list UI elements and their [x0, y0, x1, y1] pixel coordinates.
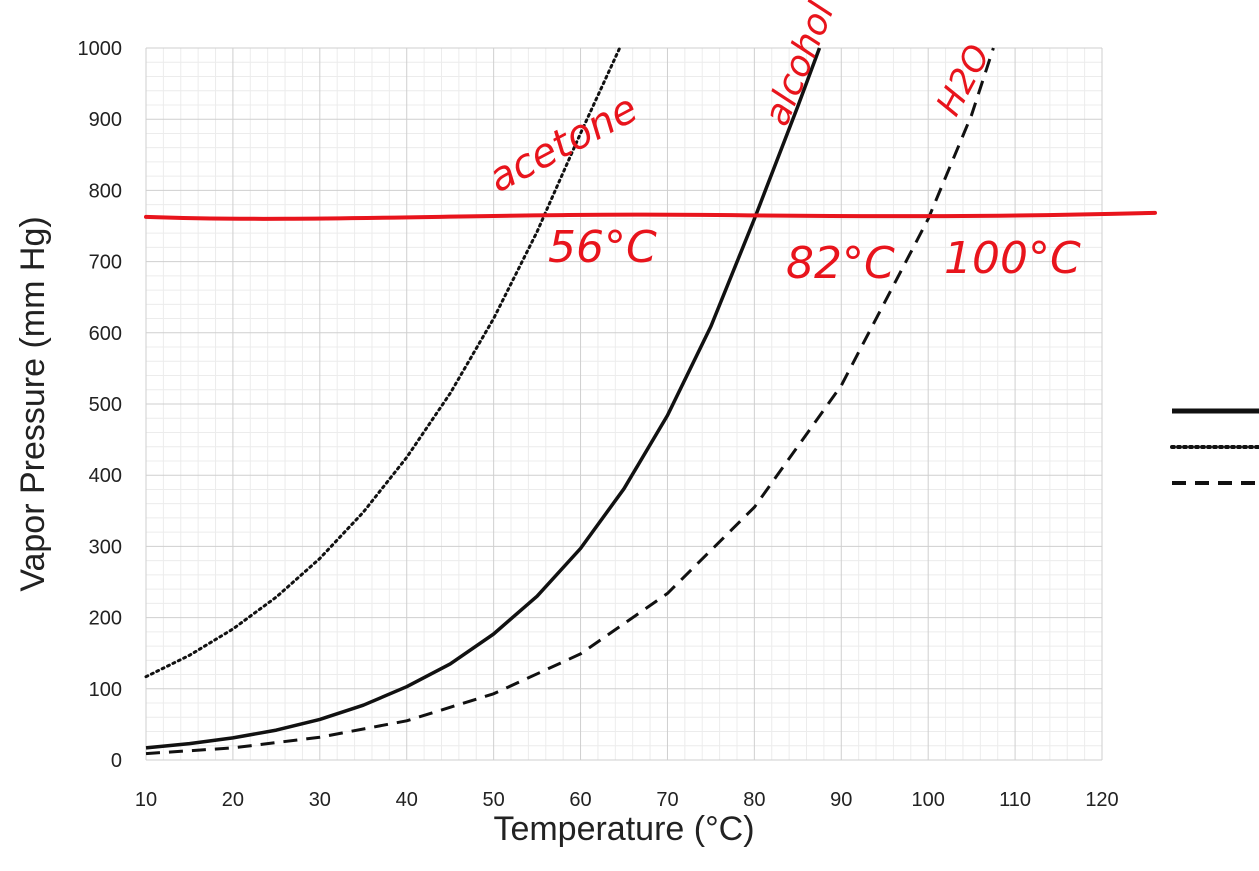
x-tick-label: 110 [999, 789, 1031, 811]
x-tick-label: 10 [135, 789, 157, 811]
y-tick-label: 0 [111, 750, 122, 772]
y-tick-label: 700 [89, 252, 122, 274]
x-tick-labels: 10 20 30 40 50 60 70 80 90 100 110 120 [135, 789, 1119, 811]
handwritten-label: 56°C [548, 222, 657, 273]
y-tick-label: 500 [89, 394, 122, 416]
x-tick-label: 120 [1085, 789, 1118, 811]
legend [1170, 408, 1259, 485]
grid-major [145, 47, 1103, 761]
y-tick-label: 1000 [78, 38, 123, 60]
y-tick-label: 600 [89, 323, 122, 345]
y-tick-label: 300 [89, 536, 122, 558]
y-tick-label: 400 [89, 465, 122, 487]
x-tick-label: 70 [656, 789, 678, 811]
x-tick-label: 30 [309, 789, 331, 811]
x-tick-label: 60 [569, 789, 591, 811]
x-tick-label: 100 [911, 789, 944, 811]
series-line-dotted [144, 46, 622, 679]
x-tick-label: 80 [743, 789, 765, 811]
x-axis-title: Temperature (°C) [493, 810, 754, 848]
handwritten-label: H2O [929, 38, 999, 122]
y-tick-labels: 0 100 200 300 400 500 600 700 800 900 1000 [78, 38, 123, 772]
handwritten-label: 100°C [944, 233, 1081, 284]
x-tick-label: 40 [396, 789, 418, 811]
x-tick-label: 90 [830, 789, 852, 811]
reference-line-760 [144, 210, 1157, 221]
series-line-solid [145, 47, 822, 750]
handwritten-label: alcohol [756, 0, 842, 131]
y-tick-label: 800 [89, 180, 122, 202]
series-lines [144, 46, 995, 756]
y-tick-label: 100 [89, 679, 122, 701]
y-tick-label: 200 [89, 608, 122, 630]
x-tick-label: 20 [222, 789, 244, 811]
y-axis-title: Vapor Pressure (mm Hg) [14, 216, 52, 591]
y-tick-label: 900 [89, 109, 122, 131]
x-tick-label: 50 [483, 789, 505, 811]
handwritten-label: 82°C [786, 238, 895, 289]
